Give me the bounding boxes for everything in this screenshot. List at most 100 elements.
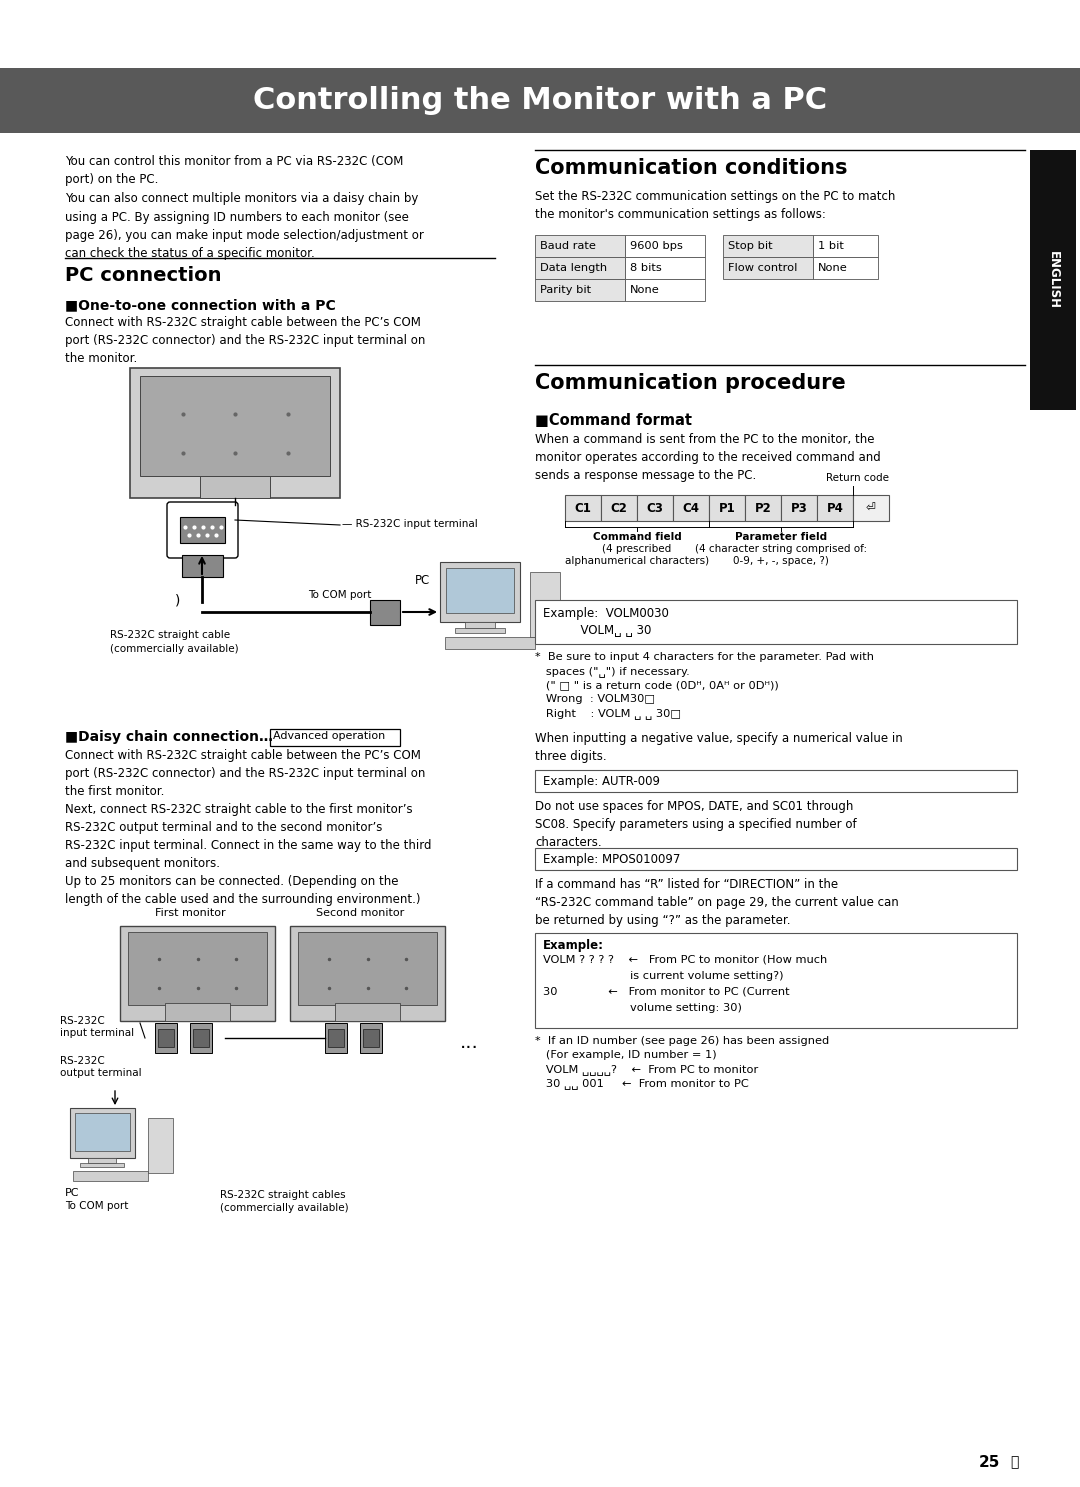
- Text: Ⓔ: Ⓔ: [1010, 1454, 1018, 1469]
- Text: If a command has “R” listed for “DIRECTION” in the
“RS-232C command table” on pa: If a command has “R” listed for “DIRECTI…: [535, 877, 899, 926]
- Text: RS-232C straight cable: RS-232C straight cable: [110, 630, 230, 639]
- Bar: [70, 1108, 135, 1158]
- Text: Controlling the Monitor with a PC: Controlling the Monitor with a PC: [253, 86, 827, 114]
- Bar: [156, 1023, 177, 1053]
- Bar: [535, 257, 625, 280]
- Text: Example:: Example:: [543, 938, 604, 952]
- Bar: [781, 495, 816, 520]
- Text: To COM port: To COM port: [308, 590, 372, 599]
- Text: 30              ←   From monitor to PC (Current: 30 ← From monitor to PC (Current: [543, 987, 789, 996]
- Bar: [565, 495, 600, 520]
- Text: None: None: [818, 263, 848, 274]
- Text: output terminal: output terminal: [60, 1068, 141, 1078]
- Text: Parameter field: Parameter field: [734, 532, 827, 541]
- Text: (" □ " is a return code (0Dᴴ, 0Aᴴ or 0Dᴴ)): (" □ " is a return code (0Dᴴ, 0Aᴴ or 0Dᴴ…: [535, 680, 779, 690]
- Text: volume setting: 30): volume setting: 30): [543, 1004, 742, 1013]
- Bar: [440, 562, 519, 622]
- Bar: [328, 1029, 345, 1047]
- Text: ...: ...: [460, 1033, 478, 1051]
- Text: 8 bits: 8 bits: [630, 263, 662, 274]
- Bar: [816, 495, 853, 520]
- Text: C2: C2: [610, 501, 627, 515]
- Text: C4: C4: [683, 501, 700, 515]
- Bar: [291, 926, 445, 1022]
- Text: ■One-to-one connection with a PC: ■One-to-one connection with a PC: [65, 297, 336, 312]
- Bar: [193, 1029, 210, 1047]
- Bar: [183, 555, 222, 577]
- Text: is current volume setting?): is current volume setting?): [543, 971, 783, 981]
- Text: (4 character string comprised of:: (4 character string comprised of:: [694, 544, 867, 555]
- Text: (commercially available): (commercially available): [110, 644, 239, 654]
- Bar: [158, 1029, 174, 1047]
- Text: input terminal: input terminal: [60, 1028, 134, 1038]
- Bar: [535, 599, 1017, 644]
- Bar: [446, 568, 514, 613]
- Text: Second monitor: Second monitor: [315, 909, 404, 917]
- Bar: [325, 1023, 347, 1053]
- Text: alphanumerical characters): alphanumerical characters): [565, 556, 710, 567]
- Text: 1 bit: 1 bit: [818, 241, 843, 251]
- Text: (commercially available): (commercially available): [220, 1203, 349, 1213]
- Text: Set the RS-232C communication settings on the PC to match
the monitor's communic: Set the RS-232C communication settings o…: [535, 190, 895, 222]
- FancyBboxPatch shape: [167, 503, 238, 558]
- Text: PC connection: PC connection: [65, 266, 221, 286]
- Bar: [813, 235, 878, 257]
- Text: When a command is sent from the PC to the monitor, the
monitor operates accordin: When a command is sent from the PC to th…: [535, 433, 881, 482]
- Text: Flow control: Flow control: [728, 263, 797, 274]
- Text: Communication conditions: Communication conditions: [535, 158, 848, 178]
- Bar: [445, 636, 535, 648]
- Text: Advanced operation: Advanced operation: [273, 732, 386, 741]
- Text: First monitor: First monitor: [154, 909, 226, 917]
- Bar: [200, 476, 270, 498]
- Bar: [75, 1112, 130, 1151]
- Text: When inputting a negative value, specify a numerical value in
three digits.: When inputting a negative value, specify…: [535, 732, 903, 763]
- Text: Communication procedure: Communication procedure: [535, 373, 846, 393]
- Text: RS-232C straight cables: RS-232C straight cables: [220, 1190, 346, 1200]
- Bar: [637, 495, 673, 520]
- Text: PC: PC: [415, 574, 430, 587]
- Text: To COM port: To COM port: [65, 1201, 129, 1210]
- Text: — RS-232C input terminal: — RS-232C input terminal: [342, 519, 477, 529]
- Text: RS-232C: RS-232C: [60, 1056, 105, 1066]
- Bar: [270, 729, 400, 746]
- Text: C1: C1: [575, 501, 592, 515]
- Text: ⏎: ⏎: [866, 501, 876, 515]
- Bar: [370, 599, 400, 625]
- Bar: [465, 622, 495, 628]
- Bar: [535, 770, 1017, 793]
- Text: spaces ("␣") if necessary.: spaces ("␣") if necessary.: [535, 666, 690, 677]
- Bar: [625, 280, 705, 300]
- Bar: [723, 235, 813, 257]
- Text: VOLM␣ ␣ 30: VOLM␣ ␣ 30: [543, 625, 651, 636]
- Text: (4 prescribed: (4 prescribed: [603, 544, 672, 555]
- Text: Connect with RS-232C straight cable between the PC’s COM
port (RS-232C connector: Connect with RS-232C straight cable betw…: [65, 749, 432, 906]
- Bar: [673, 495, 708, 520]
- Bar: [87, 1158, 116, 1163]
- Bar: [745, 495, 781, 520]
- Bar: [535, 848, 1017, 870]
- Text: Do not use spaces for MPOS, DATE, and SC01 through
SC08. Specify parameters usin: Do not use spaces for MPOS, DATE, and SC…: [535, 800, 856, 849]
- Bar: [335, 1004, 400, 1022]
- Text: You can control this monitor from a PC via RS-232C (COM
port) on the PC.
You can: You can control this monitor from a PC v…: [65, 155, 423, 260]
- Text: *  Be sure to input 4 characters for the parameter. Pad with: * Be sure to input 4 characters for the …: [535, 651, 874, 662]
- Bar: [190, 1023, 212, 1053]
- Text: Right    : VOLM ␣ ␣ 30□: Right : VOLM ␣ ␣ 30□: [535, 708, 681, 718]
- Text: P4: P4: [826, 501, 843, 515]
- Text: 9600 bps: 9600 bps: [630, 241, 683, 251]
- Bar: [360, 1023, 382, 1053]
- Bar: [140, 376, 330, 476]
- Bar: [708, 495, 745, 520]
- Bar: [129, 932, 267, 1005]
- Bar: [535, 280, 625, 300]
- Bar: [723, 257, 813, 280]
- Text: 25: 25: [978, 1454, 1000, 1471]
- Bar: [535, 932, 1017, 1028]
- Text: PC: PC: [65, 1188, 80, 1199]
- Bar: [625, 235, 705, 257]
- Text: Connect with RS-232C straight cable between the PC’s COM
port (RS-232C connector: Connect with RS-232C straight cable betw…: [65, 317, 426, 364]
- Text: Return code: Return code: [826, 473, 890, 483]
- Bar: [600, 495, 637, 520]
- Text: C3: C3: [647, 501, 663, 515]
- Bar: [455, 628, 505, 633]
- Text: Parity bit: Parity bit: [540, 286, 591, 294]
